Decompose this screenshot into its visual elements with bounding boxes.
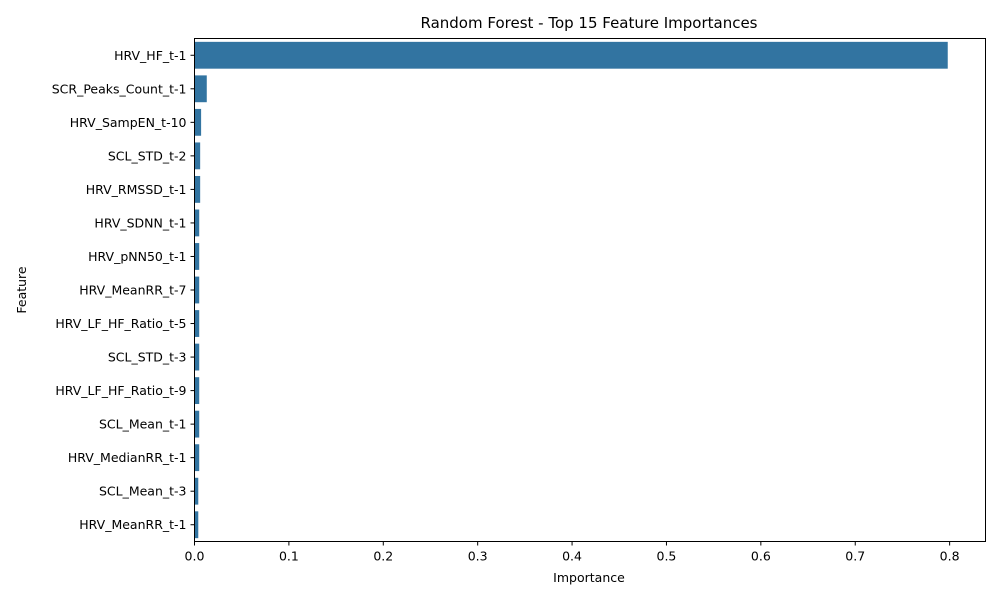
x-tick-label: 0.0 <box>185 549 205 564</box>
y-axis-label: Feature <box>14 266 29 314</box>
y-tick-label: HRV_LF_HF_Ratio_t-9 <box>55 383 186 398</box>
y-tick-label: HRV_MedianRR_t-1 <box>68 450 187 465</box>
bar-scl-std-t-3 <box>194 343 200 371</box>
y-tick-label: HRV_SDNN_t-1 <box>94 215 186 230</box>
bar-hrv-pnn50-t-1 <box>194 243 200 270</box>
x-tick-label: 0.7 <box>845 549 865 564</box>
bar-hrv-lf-hf-ratio-t-5 <box>194 310 200 337</box>
x-tick-label: 0.1 <box>279 549 299 564</box>
y-tick-label: HRV_pNN50_t-1 <box>88 249 186 264</box>
bar-hrv-meanrr-t-1 <box>194 511 199 539</box>
bar-scl-std-t-2 <box>194 142 201 170</box>
bar-scl-mean-t-1 <box>194 410 200 438</box>
y-tick-label: SCR_Peaks_Count_t-1 <box>52 81 187 96</box>
x-tick-label: 0.8 <box>940 549 960 564</box>
x-tick-label: 0.5 <box>657 549 677 564</box>
x-tick-label: 0.4 <box>562 549 582 564</box>
bar-hrv-lf-hf-ratio-t-9 <box>194 377 200 405</box>
y-tick-label: HRV_SampEN_t-10 <box>70 115 187 130</box>
bars-group <box>194 41 948 539</box>
x-tick-label: 0.6 <box>751 549 771 564</box>
bar-scl-mean-t-3 <box>194 477 199 505</box>
y-tick-label: SCL_Mean_t-1 <box>99 417 187 432</box>
x-tick-label: 0.3 <box>468 549 488 564</box>
chart-title: Random Forest - Top 15 Feature Importanc… <box>420 14 757 32</box>
bar-hrv-medianrr-t-1 <box>194 444 200 472</box>
y-tick-label: SCL_Mean_t-3 <box>99 484 187 499</box>
y-tick-label: HRV_LF_HF_Ratio_t-5 <box>55 316 186 331</box>
y-tick-label: HRV_MeanRR_t-7 <box>79 283 186 298</box>
y-tick-label: HRV_RMSSD_t-1 <box>86 182 187 197</box>
x-tick-label: 0.2 <box>373 549 393 564</box>
plot-frame <box>194 38 986 542</box>
y-axis-ticks: HRV_HF_t-1 SCR_Peaks_Count_t-1 HRV_SampEN_… <box>52 48 195 532</box>
bar-hrv-sampen-t-10 <box>194 108 202 136</box>
y-tick-label: HRV_MeanRR_t-1 <box>79 517 186 532</box>
bar-hrv-sdnn-t-1 <box>194 209 200 237</box>
bar-hrv-rmssd-t-1 <box>194 175 201 203</box>
y-tick-label: SCL_STD_t-2 <box>108 148 187 163</box>
bar-hrv-meanrr-t-7 <box>194 276 200 304</box>
bar-scr-peaks-count-t-1 <box>194 75 207 103</box>
bar-hrv-hf-t-1 <box>194 41 948 69</box>
y-tick-label: HRV_HF_t-1 <box>114 48 186 63</box>
y-tick-label: SCL_STD_t-3 <box>108 350 187 365</box>
x-axis-label: Importance <box>553 570 625 585</box>
x-axis-ticks: 0.0 0.1 0.2 0.3 0.4 0.5 0.6 0.7 0.8 <box>185 541 960 564</box>
